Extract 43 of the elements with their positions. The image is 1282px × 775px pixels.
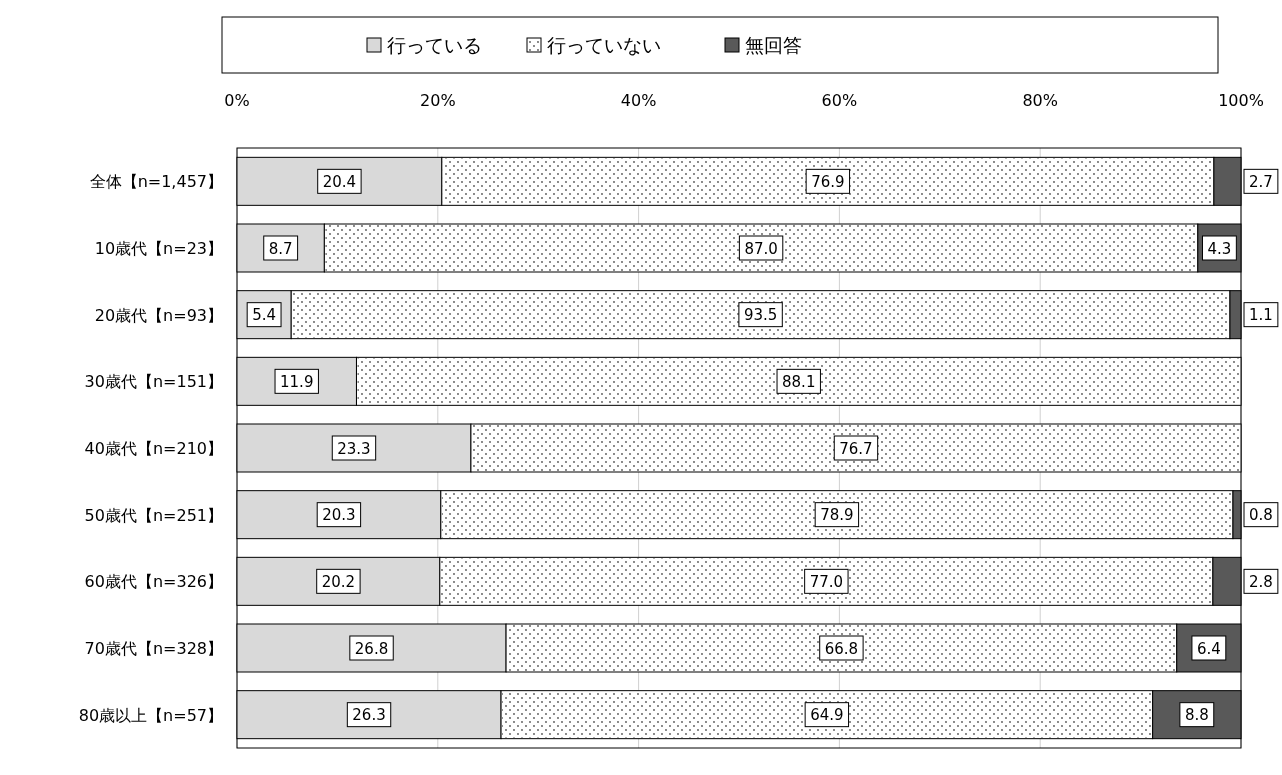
data-label: 2.7 bbox=[1249, 172, 1273, 191]
legend-label: 無回答 bbox=[745, 34, 802, 56]
x-tick-label: 60% bbox=[821, 91, 858, 110]
y-tick-label: 50歳代【n=251】 bbox=[84, 505, 223, 525]
data-label: 8.7 bbox=[268, 239, 293, 258]
data-label: 26.3 bbox=[352, 706, 386, 725]
y-tick-label: 30歳代【n=151】 bbox=[84, 372, 223, 392]
data-label: 20.3 bbox=[322, 506, 356, 525]
data-label: 93.5 bbox=[743, 306, 778, 325]
data-label: 11.9 bbox=[280, 372, 314, 391]
data-label: 66.8 bbox=[824, 639, 859, 658]
data-label: 64.9 bbox=[810, 706, 844, 725]
x-tick-label: 80% bbox=[1022, 91, 1058, 110]
x-tick-label: 100% bbox=[1218, 91, 1264, 110]
legend-label: 行っていない bbox=[547, 34, 661, 56]
data-label: 0.8 bbox=[1249, 506, 1273, 525]
y-tick-label: 80歳以上【n=57】 bbox=[78, 705, 223, 725]
data-label: 4.3 bbox=[1207, 239, 1232, 258]
x-tick-label: 20% bbox=[420, 91, 456, 110]
data-label: 87.0 bbox=[744, 239, 778, 258]
legend-label: 行っている bbox=[387, 34, 482, 56]
data-label: 77.0 bbox=[809, 572, 844, 591]
data-label: 5.4 bbox=[252, 306, 277, 325]
data-label: 20.4 bbox=[322, 172, 357, 191]
y-tick-label: 全体【n=1,457】 bbox=[89, 172, 223, 192]
data-label: 1.1 bbox=[1249, 306, 1273, 325]
y-tick-label: 10歳代【n=23】 bbox=[94, 239, 223, 258]
data-label: 8.8 bbox=[1184, 706, 1209, 725]
y-tick-label: 40歳代【n=210】 bbox=[84, 439, 223, 458]
data-label: 26.8 bbox=[354, 639, 389, 658]
x-tick-label: 0% bbox=[224, 91, 250, 110]
data-label: 2.8 bbox=[1249, 572, 1273, 591]
data-label: 20.2 bbox=[321, 572, 356, 591]
data-label: 6.4 bbox=[1196, 639, 1221, 658]
y-tick-label: 60歳代【n=326】 bbox=[84, 572, 223, 592]
x-tick-label: 40% bbox=[620, 91, 657, 110]
data-label: 23.3 bbox=[337, 439, 371, 458]
data-label: 78.9 bbox=[820, 506, 854, 525]
y-tick-label: 20歳代【n=93】 bbox=[94, 305, 223, 325]
data-label: 88.1 bbox=[782, 372, 816, 391]
data-label: 76.7 bbox=[839, 439, 873, 458]
y-tick-label: 70歳代【n=328】 bbox=[84, 639, 223, 658]
data-label: 76.9 bbox=[811, 172, 845, 191]
